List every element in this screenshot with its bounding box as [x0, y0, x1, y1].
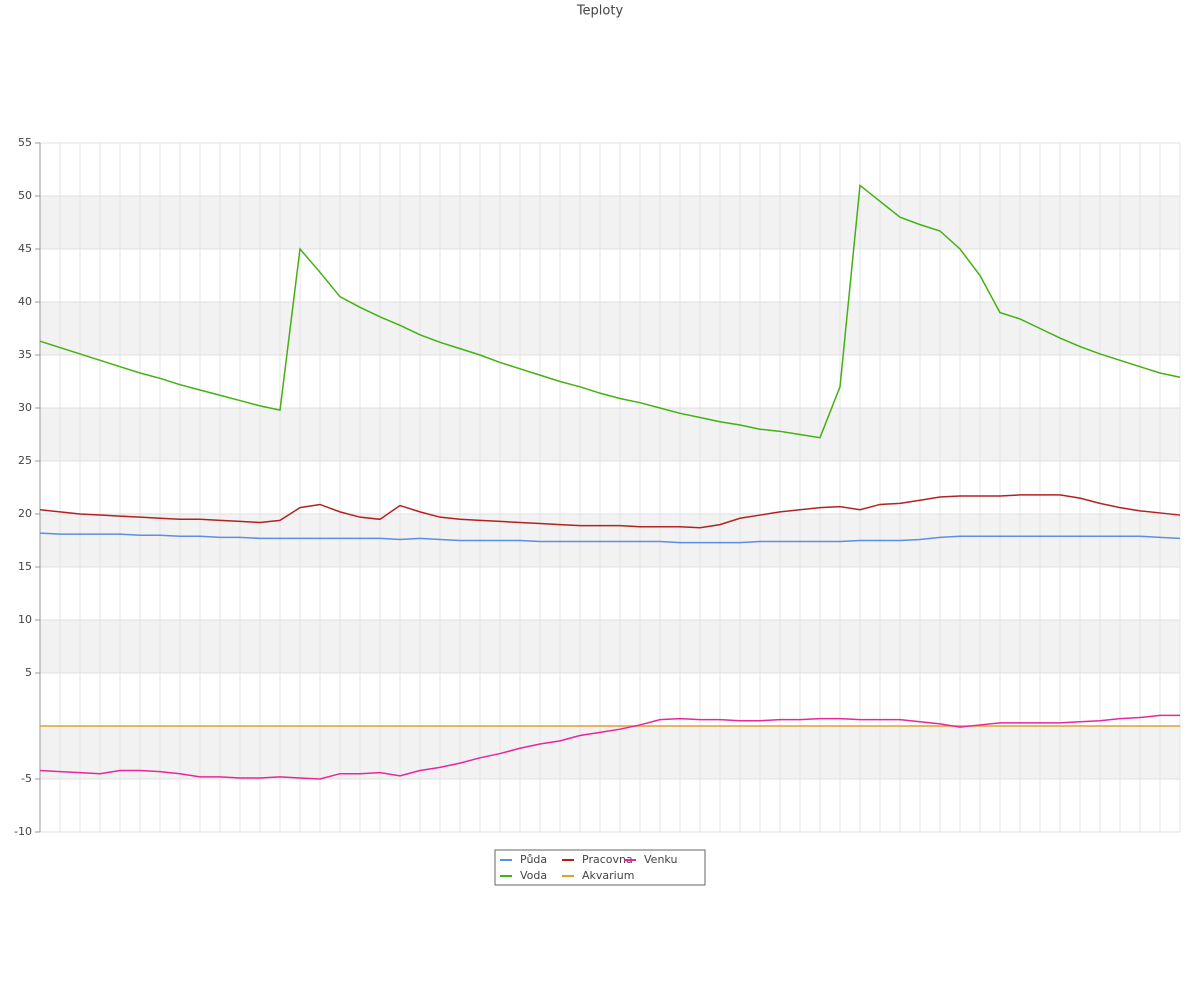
legend-label: Pracovna: [582, 853, 633, 866]
legend-label: Půda: [520, 853, 547, 866]
band: [40, 196, 1180, 249]
series-line: [39, 532, 1181, 544]
band: [40, 302, 1180, 355]
band: [40, 408, 1180, 461]
band: [40, 620, 1180, 673]
band: [40, 514, 1180, 567]
band: [40, 726, 1180, 779]
y-tick-label: 5: [25, 666, 32, 679]
y-tick-label: 40: [18, 295, 32, 308]
y-tick-label: 55: [18, 136, 32, 149]
legend-box: [494, 849, 706, 886]
chart-title: Teploty: [576, 4, 624, 19]
y-tick-label: 45: [18, 242, 32, 255]
legend-label: Akvarium: [582, 869, 634, 882]
legend-label: Voda: [520, 869, 547, 882]
y-tick-label: 30: [18, 401, 32, 414]
y-tick-label: -10: [14, 825, 32, 838]
series-line: [39, 183, 1181, 439]
y-tick-label: 35: [18, 348, 32, 361]
series-line: [39, 494, 1181, 529]
y-tick-label: 10: [18, 613, 32, 626]
y-tick-label: 50: [18, 189, 32, 202]
legend-label: Venku: [644, 853, 677, 866]
y-tick-label: 20: [18, 507, 32, 520]
y-tick-label: 15: [18, 560, 32, 573]
y-tick-label: -5: [21, 772, 32, 785]
y-tick-label: 25: [18, 454, 32, 467]
legend: Půda Voda Pracovna Akvarium Venku: [494, 849, 706, 886]
series-line: [39, 714, 1180, 780]
